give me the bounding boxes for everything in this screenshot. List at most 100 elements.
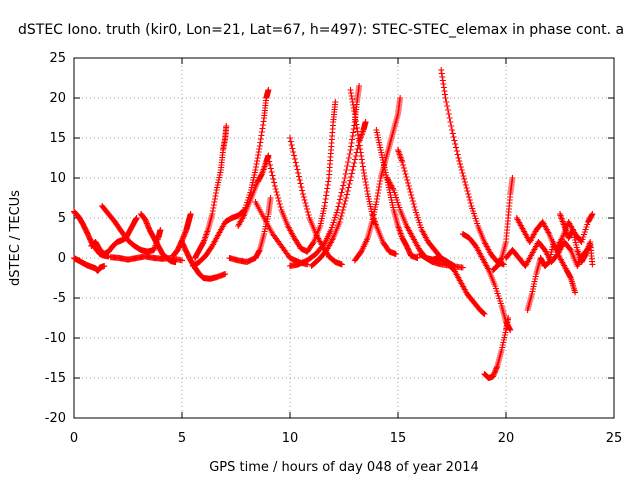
data-point	[336, 219, 343, 225]
data-point	[500, 261, 507, 268]
data-point	[290, 149, 297, 155]
x-tick-label: 25	[606, 431, 623, 446]
data-series-19	[373, 127, 421, 261]
data-series-23	[416, 251, 488, 317]
data-point	[271, 179, 278, 186]
data-point	[457, 164, 464, 170]
y-tick-label: 10	[49, 171, 66, 186]
x-tick-label: 10	[282, 431, 299, 446]
data-point	[408, 192, 415, 198]
data-point	[343, 195, 350, 201]
y-axis-label: dSTEC / TECUs	[8, 190, 23, 286]
data-point	[287, 138, 294, 145]
data-series-3	[88, 215, 140, 257]
y-tick-label: 5	[58, 211, 66, 226]
data-point	[273, 189, 280, 195]
data-point	[410, 201, 417, 207]
data-point	[266, 158, 273, 165]
data-point	[292, 159, 299, 166]
data-point	[275, 195, 282, 201]
data-point	[340, 182, 347, 189]
data-series-2	[71, 255, 108, 274]
data-point	[589, 261, 596, 268]
data-point	[409, 198, 416, 204]
data-point	[303, 203, 310, 209]
data-point	[344, 163, 351, 169]
data-point	[341, 175, 348, 181]
data-point	[291, 152, 298, 159]
data-point	[289, 145, 296, 152]
data-point	[464, 188, 471, 194]
plot-frame	[73, 57, 615, 419]
data-point	[335, 203, 342, 210]
axis-ticks: 0 5 10 15 20 25 -20 -15 -10 -5 0 5 10 15 20 25	[45, 51, 623, 446]
data-point	[287, 135, 293, 141]
data-point	[291, 156, 298, 162]
data-point	[297, 180, 304, 187]
data-point	[405, 183, 412, 189]
data-point	[304, 206, 311, 212]
data-point	[339, 207, 346, 213]
data-point	[299, 187, 306, 194]
data-point	[342, 171, 349, 177]
data-point	[267, 162, 274, 168]
data-series-31	[557, 211, 596, 268]
data-series-5	[107, 253, 185, 264]
data-point	[403, 174, 410, 180]
data-point	[399, 159, 406, 165]
data-point	[448, 123, 455, 129]
data-point	[401, 168, 408, 174]
data-point	[459, 170, 466, 176]
data-point	[450, 134, 457, 140]
data-point	[350, 163, 357, 170]
y-tick-label: -15	[45, 371, 66, 386]
data-point	[345, 159, 352, 165]
data-series-27	[490, 175, 516, 273]
data-point	[272, 186, 279, 192]
data-point	[339, 210, 346, 216]
data-point	[453, 144, 460, 151]
data-point	[445, 111, 452, 117]
data-point	[362, 119, 369, 125]
data-point	[456, 158, 463, 164]
data-point	[265, 155, 272, 161]
data-point	[352, 153, 359, 159]
data-point	[404, 177, 411, 183]
data-point	[133, 215, 140, 221]
x-tick-label: 0	[70, 431, 78, 446]
data-series-20	[351, 95, 404, 264]
data-point	[301, 197, 308, 203]
data-point	[296, 177, 303, 183]
data-series-6	[137, 211, 179, 265]
data-point	[343, 191, 350, 198]
y-tick-label: 0	[58, 251, 66, 266]
data-point	[457, 161, 464, 167]
data-point	[407, 189, 414, 195]
data-point	[444, 103, 451, 109]
data-series-12	[226, 195, 274, 265]
data-point	[466, 197, 473, 203]
data-point	[345, 184, 352, 191]
data-point	[404, 180, 411, 186]
data-marks	[71, 67, 596, 381]
data-point	[459, 264, 466, 271]
data-point	[337, 193, 344, 199]
data-point	[277, 204, 284, 210]
data-point	[411, 204, 418, 210]
data-point	[400, 162, 407, 168]
data-point	[341, 201, 348, 207]
data-point	[462, 182, 469, 188]
data-point	[444, 107, 451, 113]
data-point	[274, 192, 281, 198]
data-point	[346, 181, 353, 187]
data-point	[223, 123, 230, 129]
data-point	[267, 195, 274, 201]
data-point	[446, 115, 453, 121]
data-point	[309, 240, 316, 247]
data-point	[352, 156, 359, 163]
data-point	[342, 198, 349, 204]
data-point	[349, 167, 356, 173]
data-point	[481, 311, 488, 317]
data-point	[356, 83, 363, 89]
data-point	[338, 261, 345, 268]
